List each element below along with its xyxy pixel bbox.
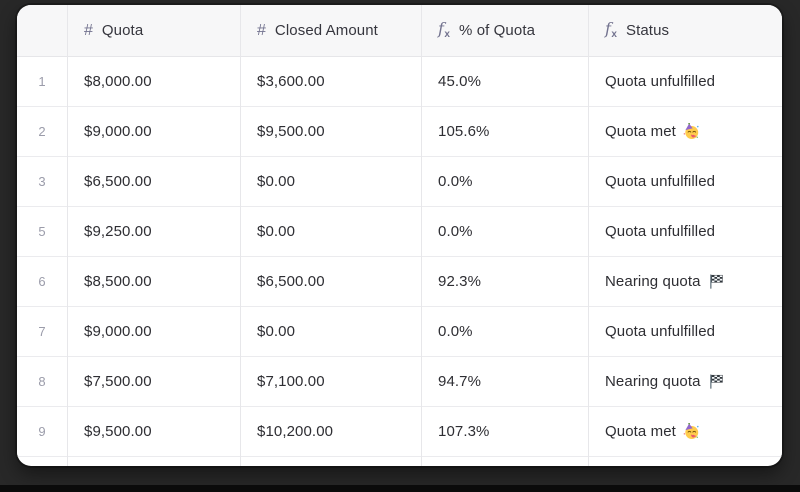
cell-closed-amount[interactable]: $9,500.00	[257, 123, 325, 140]
cell-status[interactable]: Quota unfulfilled	[588, 307, 782, 356]
status-emoji	[683, 123, 700, 140]
cell-closed-amount[interactable]: $10,200.00	[257, 423, 334, 440]
formula-icon: fx	[438, 19, 450, 40]
row-number[interactable]: 9	[38, 424, 46, 439]
number-icon: #	[84, 21, 93, 39]
row-number[interactable]: 6	[38, 274, 46, 289]
row-number[interactable]: 2	[38, 124, 46, 139]
cell-closed-amount[interactable]: $0.00	[257, 173, 296, 190]
cell-quota[interactable]: $9,000.00	[84, 123, 152, 140]
table-row: 5 $9,250.00 $0.00 0.0% Quota unfulfilled	[17, 207, 782, 257]
number-icon: #	[257, 21, 266, 39]
table-body: 1 $8,000.00 $3,600.00 45.0% Quota unfulf…	[17, 57, 782, 457]
cell-percent-of-quota[interactable]: 92.3%	[438, 273, 482, 290]
cell-percent-of-quota[interactable]: 107.3%	[438, 423, 490, 440]
checkered-flag-emoji	[709, 374, 723, 389]
cell-quota[interactable]: $9,000.00	[84, 323, 152, 340]
table-row: 9 $9,500.00 $10,200.00 107.3% Quota met	[17, 407, 782, 457]
row-number[interactable]: 3	[38, 174, 46, 189]
cell-closed-amount[interactable]: $6,500.00	[257, 273, 325, 290]
cell-status[interactable]: Quota met	[588, 407, 782, 456]
table-row: 2 $9,000.00 $9,500.00 105.6% Quota met	[17, 107, 782, 157]
cell-status[interactable]: Quota unfulfilled	[588, 157, 782, 206]
row-number[interactable]: 8	[38, 374, 46, 389]
cell-status[interactable]: Quota unfulfilled	[588, 57, 782, 106]
cell-percent-of-quota[interactable]: 105.6%	[438, 123, 490, 140]
spreadsheet-card: # fx Quota # fx Closed Amount # fx % of …	[17, 5, 782, 466]
status-text: Quota unfulfilled	[605, 173, 716, 190]
cell-quota[interactable]: $9,500.00	[84, 423, 152, 440]
row-number[interactable]: 1	[38, 74, 46, 89]
column-divider	[421, 5, 422, 466]
table-row: 6 $8,500.00 $6,500.00 92.3% Nearing quot…	[17, 257, 782, 307]
column-divider	[588, 5, 589, 466]
cell-percent-of-quota[interactable]: 0.0%	[438, 323, 473, 340]
status-text: Quota unfulfilled	[605, 223, 716, 240]
column-header-label: Status	[625, 22, 670, 39]
row-number[interactable]: 7	[38, 324, 46, 339]
column-header-label: Closed Amount	[274, 22, 378, 39]
cell-status[interactable]: Nearing quota	[588, 357, 782, 406]
cell-status[interactable]: Quota unfulfilled	[588, 207, 782, 256]
cell-closed-amount[interactable]: $3,600.00	[257, 73, 325, 90]
cell-percent-of-quota[interactable]: 45.0%	[438, 73, 482, 90]
status-text: Quota met	[605, 423, 676, 440]
status-text: Nearing quota	[605, 373, 701, 390]
status-text: Quota met	[605, 123, 676, 140]
status-text: Quota unfulfilled	[605, 323, 716, 340]
column-header--of-quota[interactable]: # fx % of Quota	[421, 5, 588, 56]
cell-quota[interactable]: $6,500.00	[84, 173, 152, 190]
table-row: 7 $9,000.00 $0.00 0.0% Quota unfulfilled	[17, 307, 782, 357]
status-text: Nearing quota	[605, 273, 701, 290]
column-divider	[67, 5, 68, 466]
cell-quota[interactable]: $7,500.00	[84, 373, 152, 390]
party-face-emoji	[683, 123, 699, 139]
header-gutter[interactable]	[17, 5, 67, 56]
column-header-closed-amount[interactable]: # fx Closed Amount	[240, 5, 421, 56]
table-header: # fx Quota # fx Closed Amount # fx % of …	[17, 5, 782, 57]
checkered-flag-emoji	[709, 274, 723, 289]
table-row: 3 $6,500.00 $0.00 0.0% Quota unfulfilled	[17, 157, 782, 207]
cell-percent-of-quota[interactable]: 94.7%	[438, 373, 482, 390]
row-number[interactable]: 5	[38, 224, 46, 239]
column-divider	[240, 5, 241, 466]
cell-status[interactable]: Quota met	[588, 107, 782, 156]
cell-quota[interactable]: $8,000.00	[84, 73, 152, 90]
column-header-label: Quota	[101, 22, 144, 39]
cell-quota[interactable]: $9,250.00	[84, 223, 152, 240]
cell-status[interactable]: Nearing quota	[588, 257, 782, 306]
status-emoji	[683, 423, 700, 440]
cell-closed-amount[interactable]: $0.00	[257, 223, 296, 240]
status-text: Quota unfulfilled	[605, 73, 716, 90]
column-header-label: % of Quota	[458, 22, 536, 39]
column-header-status[interactable]: # fx Status	[588, 5, 782, 56]
cell-percent-of-quota[interactable]: 0.0%	[438, 173, 473, 190]
cell-quota[interactable]: $8,500.00	[84, 273, 152, 290]
cell-closed-amount[interactable]: $7,100.00	[257, 373, 325, 390]
status-emoji	[708, 273, 725, 290]
status-emoji	[708, 373, 725, 390]
table-row: 1 $8,000.00 $3,600.00 45.0% Quota unfulf…	[17, 57, 782, 107]
cell-percent-of-quota[interactable]: 0.0%	[438, 223, 473, 240]
column-header-quota[interactable]: # fx Quota	[67, 5, 240, 56]
cell-closed-amount[interactable]: $0.00	[257, 323, 296, 340]
party-face-emoji	[683, 423, 699, 439]
table-row: 8 $7,500.00 $7,100.00 94.7% Nearing quot…	[17, 357, 782, 407]
formula-icon: fx	[605, 19, 617, 40]
